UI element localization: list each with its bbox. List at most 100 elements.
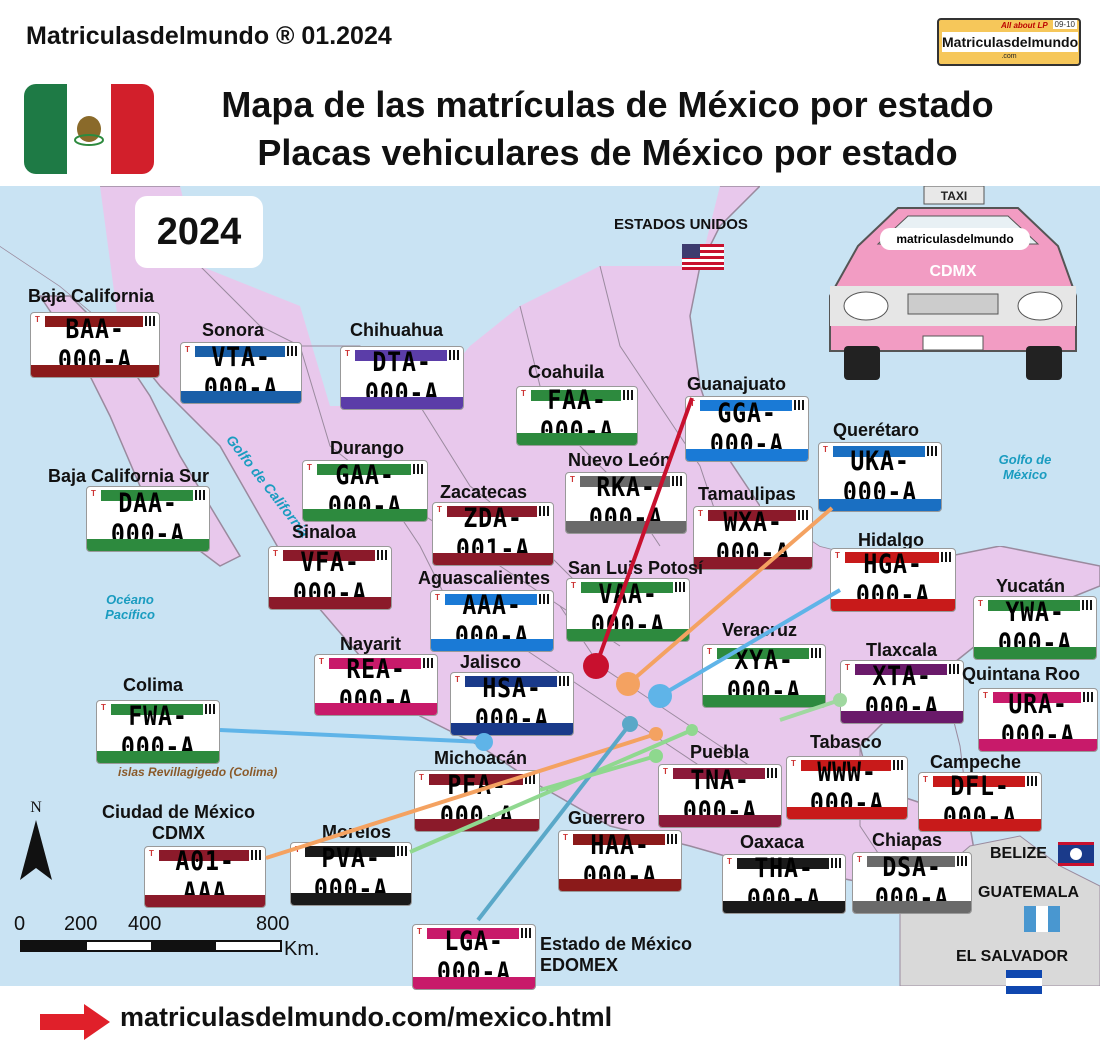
license-plate[interactable]: T A01-AAA — [144, 846, 266, 908]
plate-bottom-band — [919, 819, 1041, 831]
license-plate[interactable]: T VFA-000-A — [268, 546, 392, 610]
plate-state-band — [101, 490, 193, 501]
license-plate[interactable]: T FWA-000-A — [96, 700, 220, 764]
license-plate[interactable]: T XTA-000-A — [840, 660, 964, 724]
state-label: Puebla — [690, 742, 750, 762]
plate-bottom-band — [853, 901, 971, 913]
qr-code-icon — [251, 850, 261, 860]
qr-code-icon — [831, 858, 841, 868]
plate-bottom-band — [686, 449, 808, 461]
plate-bottom-band — [566, 521, 686, 533]
scale-tick-800: 800 — [256, 913, 290, 935]
license-plate[interactable]: T WXA-000-A — [693, 506, 813, 570]
qr-code-icon — [1082, 600, 1092, 610]
site-logo[interactable]: All about LP 09-10 Matriculasdelmundo .c… — [937, 18, 1081, 66]
plate-state-band — [988, 600, 1080, 611]
qr-code-icon — [1027, 776, 1037, 786]
qr-code-icon — [449, 350, 459, 360]
mexico-flag-icon — [24, 84, 154, 174]
license-plate[interactable]: T XYA-000-A — [702, 644, 826, 708]
usa-region — [180, 186, 720, 406]
state-label: Tabasco — [810, 732, 882, 752]
license-plate[interactable]: T PFA-000-A — [414, 770, 540, 832]
plate-t-mark: T — [307, 463, 312, 472]
islands-label: islas Revillagigedo (Colima) — [118, 765, 278, 779]
license-plate[interactable]: T BAA-000-A — [30, 312, 160, 378]
license-plate[interactable]: T AAA-000-A — [430, 590, 554, 652]
qr-code-icon — [767, 768, 777, 778]
license-plate[interactable]: T UKA-000-A — [818, 442, 942, 512]
state-label: Sonora — [202, 320, 265, 340]
plate-t-mark: T — [570, 475, 575, 484]
plate-state-band — [867, 856, 955, 867]
plate-bottom-band — [315, 703, 437, 715]
license-plate[interactable]: T FAA-000-A — [516, 386, 638, 446]
north-label: N — [30, 799, 42, 816]
license-plate[interactable]: T VTA-000-A — [180, 342, 302, 404]
license-plate[interactable]: T RKA-000-A — [565, 472, 687, 534]
plate-bottom-band — [431, 639, 553, 651]
scale-tick-400: 400 — [128, 913, 162, 935]
plate-bottom-band — [559, 879, 681, 891]
state-label: Durango — [330, 438, 404, 458]
license-plate[interactable]: T TNA-000-A — [658, 764, 782, 828]
license-plate[interactable]: T PVA-000-A — [290, 842, 412, 906]
license-plate[interactable]: T HSA-000-A — [450, 672, 574, 736]
scale-bar — [20, 940, 282, 952]
license-plate[interactable]: T THA-000-A — [722, 854, 846, 914]
qr-code-icon — [377, 550, 387, 560]
license-plate[interactable]: T ZDA-001-A — [432, 502, 554, 566]
qr-code-icon — [287, 346, 297, 356]
license-plate[interactable]: T DAA-000-A — [86, 486, 210, 552]
plate-number: VFA-000-A — [292, 547, 368, 609]
plate-t-mark: T — [823, 445, 828, 454]
plate-bottom-band — [415, 819, 539, 831]
license-plate[interactable]: T GGA-000-A — [685, 396, 809, 462]
plate-bottom-band — [291, 893, 411, 905]
license-plate[interactable]: T DFL-000-A — [918, 772, 1042, 832]
taxi-image: TAXI CDMX — [818, 185, 1088, 386]
state-label: Sinaloa — [292, 522, 357, 542]
page-subtitle: Placas vehiculares de México por estado — [257, 132, 958, 173]
country-usa: ESTADOS UNIDOS — [614, 216, 748, 233]
license-plate[interactable]: T HAA-000-A — [558, 830, 682, 892]
state-label: Baja California — [28, 286, 155, 306]
plate-t-mark: T — [417, 927, 422, 936]
qr-code-icon — [195, 490, 205, 500]
license-plate[interactable]: T YWA-000-A — [973, 596, 1097, 660]
state-label: Guerrero — [568, 808, 646, 828]
plate-bottom-band — [694, 557, 812, 569]
logo-badge: 09-10 — [1052, 20, 1077, 29]
license-plate[interactable]: T REA-000-A — [314, 654, 438, 716]
state-label: Jalisco — [460, 652, 522, 672]
plate-t-mark: T — [978, 599, 983, 608]
plate-state-band — [737, 858, 829, 869]
state-label: Oaxaca — [740, 832, 805, 852]
license-plate[interactable]: T DTA-000-A — [340, 346, 464, 410]
taxi-cdmx: CDMX — [929, 263, 976, 280]
qr-code-icon — [559, 676, 569, 686]
footer-url-link[interactable]: matriculasdelmundo.com/mexico.html — [120, 1002, 613, 1032]
state-label: Ciudad de México CDMX — [102, 802, 255, 844]
country-guatemala: GUATEMALA — [978, 884, 1080, 901]
plate-state-band — [195, 346, 285, 357]
plate-state-band — [317, 464, 411, 475]
qr-code-icon — [521, 928, 531, 938]
license-plate[interactable]: T LGA-000-A — [412, 924, 536, 990]
qr-code-icon — [539, 506, 549, 516]
state-label-line2: CDMX — [152, 823, 206, 843]
license-plate[interactable]: T VAA-000-A — [566, 578, 690, 642]
plate-state-band — [833, 446, 925, 457]
state-label: Morelos — [322, 822, 392, 842]
scale-tick-200: 200 — [64, 913, 98, 935]
plate-state-band — [933, 776, 1025, 787]
license-plate[interactable]: T WWW-000-A — [786, 756, 908, 820]
license-plate[interactable]: T URA-000-A — [978, 688, 1098, 752]
license-plate[interactable]: T DSA-000-A — [852, 852, 972, 914]
state-label: Colima — [123, 675, 184, 695]
license-plate[interactable]: T GAA-000-A — [302, 460, 428, 522]
qr-code-icon — [957, 856, 967, 866]
plate-bottom-band — [517, 433, 637, 445]
license-plate[interactable]: T HGA-000-A — [830, 548, 956, 612]
state-label: Veracruz — [722, 620, 798, 640]
